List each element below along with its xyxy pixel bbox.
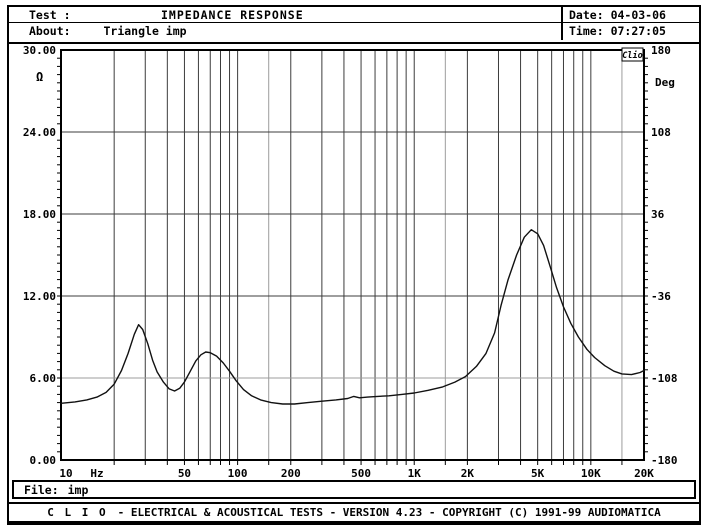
header-about-cell: About: Triangle imp [9, 23, 561, 40]
header-test-cell: Test : IMPEDANCE RESPONSE [9, 7, 561, 23]
test-label: Test : [29, 8, 71, 22]
svg-text:10: 10 [59, 467, 72, 480]
file-label: File: [24, 482, 59, 497]
about-label: About: [29, 24, 71, 38]
date-label: Date: [569, 8, 604, 22]
header-time-cell: Time: 07:27:05 [561, 23, 699, 40]
date-value: 04-03-06 [610, 8, 666, 22]
deg-unit-label: Deg [655, 76, 675, 89]
svg-text:50: 50 [178, 467, 191, 480]
time-label: Time: [569, 24, 604, 38]
svg-text:30.00: 30.00 [23, 44, 56, 57]
left-axis-labels: 30.00 24.00 18.00 12.00 6.00 0.00 Ω [23, 44, 56, 467]
svg-text:24.00: 24.00 [23, 126, 56, 139]
right-axis-labels: 180 108 36 -36 -108 -180 Deg [651, 44, 678, 467]
svg-text:100: 100 [228, 467, 248, 480]
svg-text:-180: -180 [651, 454, 678, 467]
clio-brand-text: C L I O [47, 506, 108, 519]
svg-text:20K: 20K [634, 467, 654, 480]
about-value: Triangle imp [103, 24, 187, 38]
file-bar[interactable]: File: imp [12, 480, 696, 499]
page-title: IMPEDANCE RESPONSE [161, 8, 304, 22]
svg-text:Clio: Clio [622, 50, 642, 61]
header-bar: Test : IMPEDANCE RESPONSE Date: 04-03-06… [9, 7, 699, 44]
footer-bar: C L I O - ELECTRICAL & ACOUSTICAL TESTS … [9, 502, 699, 521]
grid-vertical-lines [113, 50, 623, 460]
svg-text:180: 180 [651, 44, 671, 57]
footer-text: - ELECTRICAL & ACOUSTICAL TESTS - VERSIO… [117, 506, 661, 519]
header-date-cell: Date: 04-03-06 [561, 7, 699, 23]
time-value: 07:27:05 [610, 24, 666, 38]
file-value: imp [67, 482, 89, 497]
svg-text:200: 200 [281, 467, 301, 480]
svg-text:-108: -108 [651, 372, 678, 385]
svg-text:36: 36 [651, 208, 665, 221]
svg-text:6.00: 6.00 [30, 372, 57, 385]
svg-text:108: 108 [651, 126, 671, 139]
impedance-curve [60, 228, 645, 405]
svg-text:500: 500 [351, 467, 371, 480]
svg-text:1K: 1K [408, 467, 422, 480]
svg-text:18.00: 18.00 [23, 208, 56, 221]
plot-border [60, 49, 645, 461]
x-axis-labels: 10 50 100 200 500 1K 2K 5K 10K 20K Hz [59, 467, 654, 480]
ohm-unit-label: Ω [36, 70, 43, 84]
svg-text:12.00: 12.00 [23, 290, 56, 303]
svg-text:5K: 5K [531, 467, 545, 480]
svg-text:10K: 10K [581, 467, 601, 480]
clio-logo: Clio [621, 47, 644, 62]
grid-horizontal-lines [61, 131, 644, 379]
axis-minor-ticks [57, 57, 648, 465]
svg-text:-36: -36 [651, 290, 671, 303]
app-frame: Test : IMPEDANCE RESPONSE Date: 04-03-06… [7, 5, 701, 525]
svg-text:0.00: 0.00 [30, 454, 57, 467]
svg-text:2K: 2K [461, 467, 475, 480]
hz-unit-label: Hz [90, 467, 103, 480]
